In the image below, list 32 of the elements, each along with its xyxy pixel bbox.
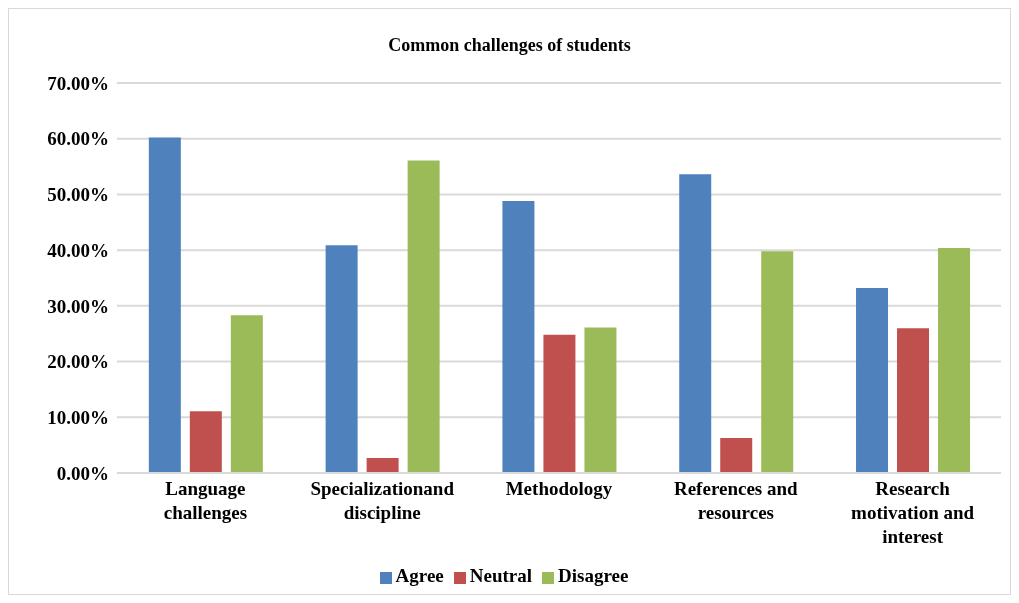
x-tick-label: Specializationand discipline (310, 478, 455, 523)
legend-label: Disagree (558, 565, 629, 586)
bar (148, 137, 181, 473)
bar (720, 437, 753, 473)
bar (366, 457, 399, 473)
bar (938, 247, 971, 473)
legend-label: Neutral (469, 565, 533, 586)
x-tick-label: Research motivation and interest (851, 478, 975, 547)
bar (325, 245, 358, 473)
y-tick-label: 60.00% (47, 128, 109, 150)
bar (897, 328, 930, 473)
bar (543, 334, 576, 473)
x-tick-label: References and resources (673, 478, 799, 523)
legend-label: Agree (395, 565, 444, 586)
bar (230, 315, 263, 473)
y-tick-label: 30.00% (47, 295, 109, 317)
y-tick-label: 20.00% (47, 351, 109, 373)
bar (856, 288, 889, 473)
bar (407, 160, 440, 473)
y-tick-label: 40.00% (47, 239, 109, 261)
x-tick-label: Methodology (505, 478, 613, 499)
y-tick-label: 0.00% (56, 462, 109, 484)
bar (679, 174, 712, 473)
y-tick-label: 10.00% (47, 407, 109, 429)
chart-title: Common challenges of students (387, 34, 632, 57)
bar (502, 201, 535, 473)
x-tick-label: Language challenges (163, 478, 248, 523)
y-tick-label: 50.00% (47, 184, 109, 206)
bar (584, 327, 617, 473)
bar (761, 251, 794, 473)
y-tick-label: 70.00% (47, 72, 109, 94)
bar (189, 411, 222, 473)
